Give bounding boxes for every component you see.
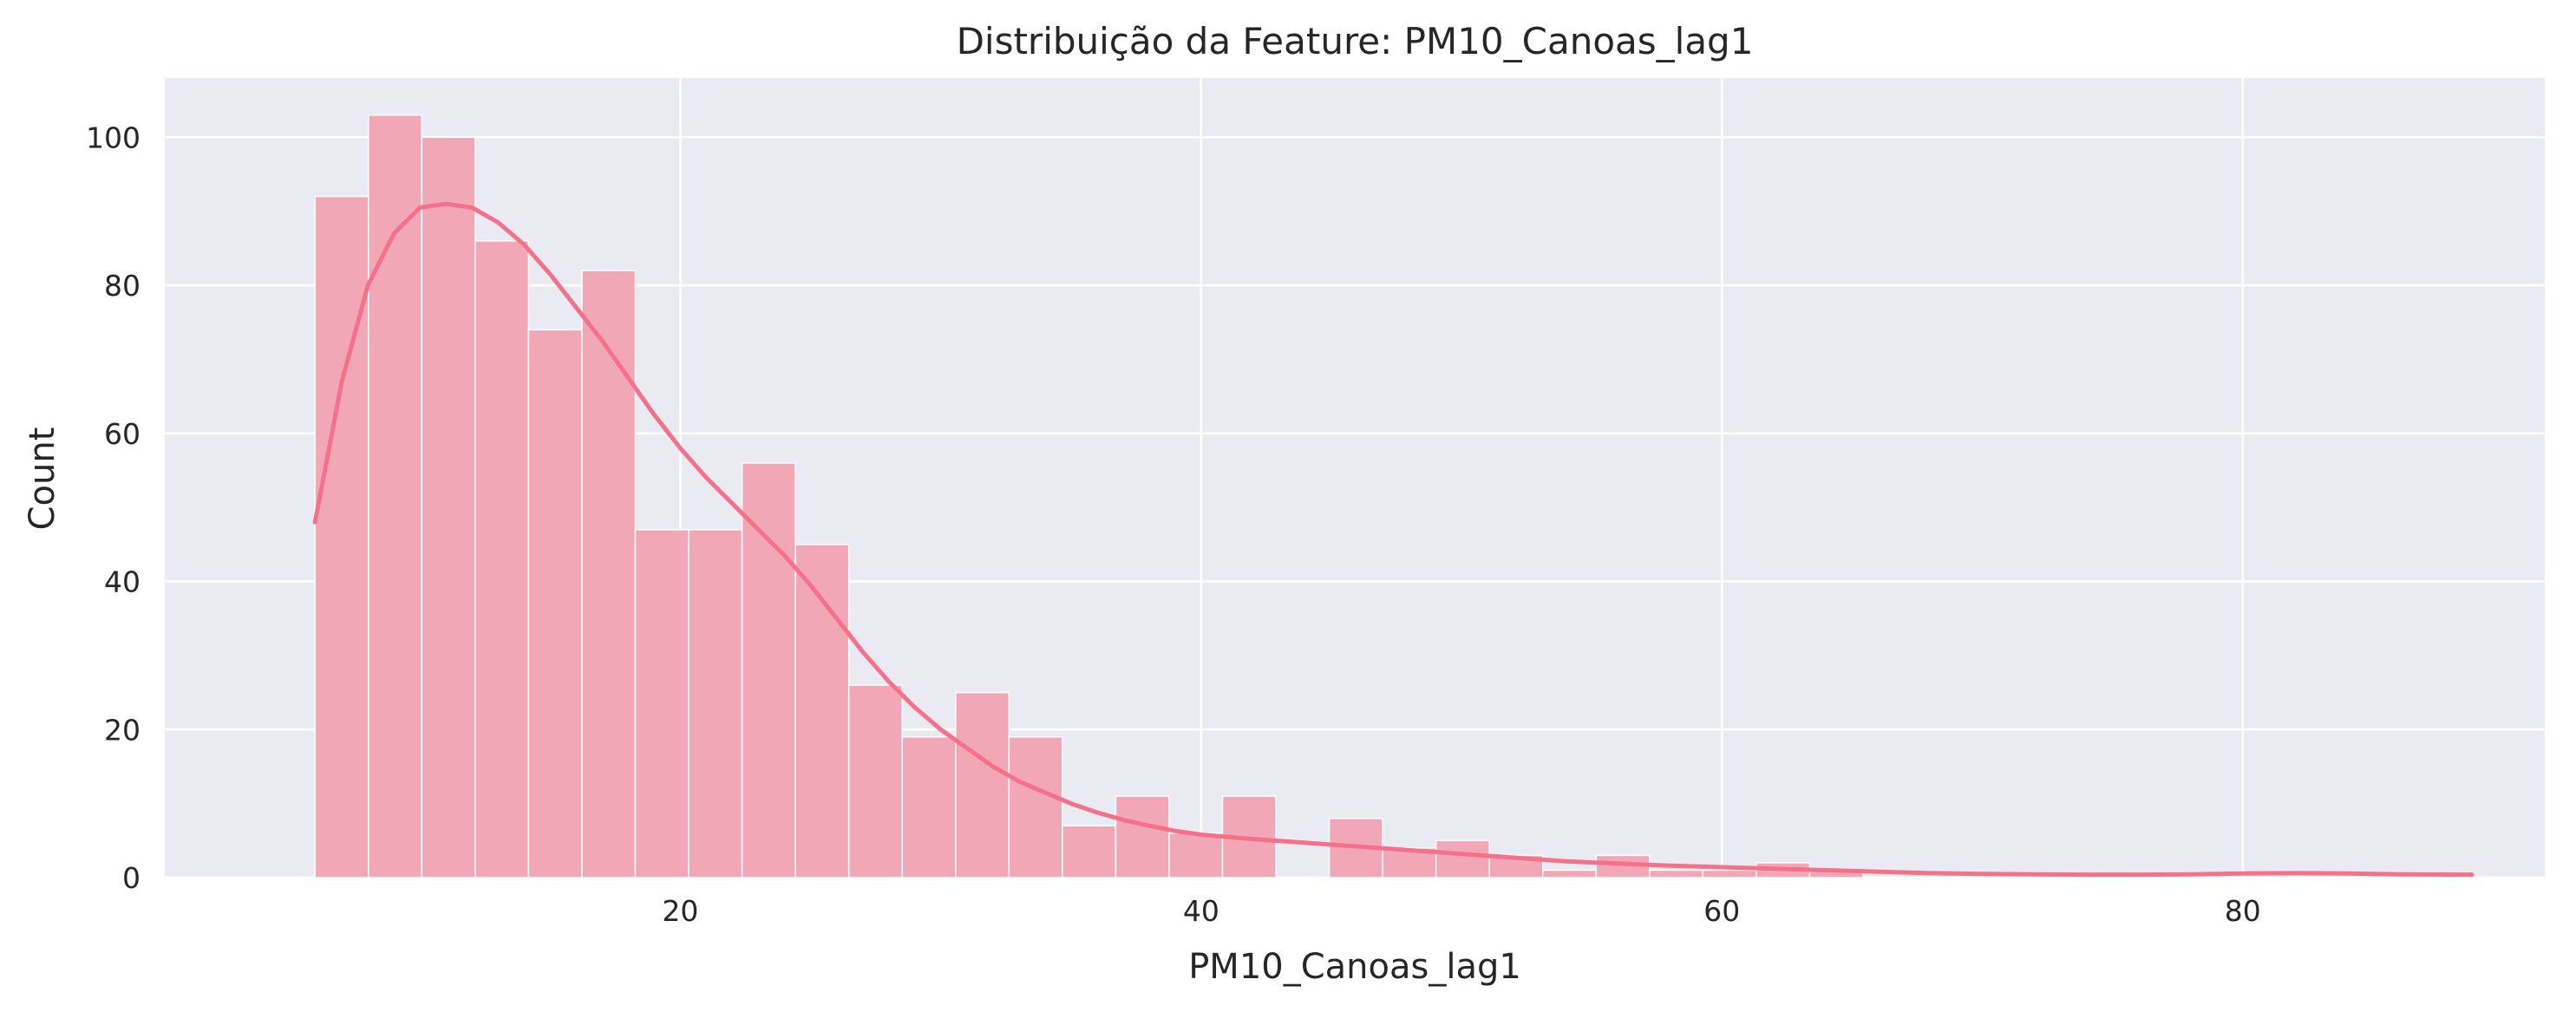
histogram-bar — [314, 195, 369, 878]
histogram-bar — [794, 544, 850, 878]
x-tick-label: 80 — [2225, 894, 2261, 928]
histogram-bar — [1542, 869, 1598, 878]
chart-title: Distribuição da Feature: PM10_Canoas_lag… — [957, 20, 1754, 62]
y-tick-label: 40 — [104, 565, 141, 599]
histogram-bar — [901, 736, 957, 878]
histogram-bar — [1649, 869, 1704, 878]
histogram-bar — [1115, 795, 1170, 878]
x-tick-label: 40 — [1183, 894, 1219, 928]
histogram-bar — [741, 462, 796, 878]
histogram-bar — [1702, 869, 1757, 878]
histogram-bar — [581, 270, 637, 878]
y-tick-label: 20 — [104, 713, 141, 747]
histogram-bar — [368, 114, 423, 878]
kde-curve — [312, 201, 2475, 878]
tick-labels: 20 40 60 80 0 20 40 60 80 100 — [86, 121, 2261, 928]
bars-layer — [314, 114, 1864, 878]
histogram-bar — [1435, 839, 1490, 878]
y-tick-label: 80 — [104, 269, 141, 303]
y-tick-label: 60 — [104, 417, 141, 451]
y-tick-label: 100 — [86, 121, 141, 154]
y-axis-label: Count — [23, 428, 62, 531]
histogram-bar — [688, 529, 743, 878]
histogram-bar — [847, 684, 903, 878]
histogram-bar — [474, 240, 530, 878]
histogram-bar — [634, 529, 690, 878]
x-tick-label: 60 — [1703, 894, 1740, 928]
histogram-bar — [1062, 825, 1117, 878]
histogram-bar — [1168, 832, 1224, 878]
x-tick-label: 20 — [662, 894, 698, 928]
histogram-bar — [1008, 736, 1063, 878]
histogram-bar — [955, 691, 1010, 878]
histogram-bar — [527, 329, 583, 878]
histogram-bar — [421, 136, 476, 878]
y-tick-label: 0 — [122, 861, 141, 895]
x-axis-label: PM10_Canoas_lag1 — [1188, 947, 1521, 987]
